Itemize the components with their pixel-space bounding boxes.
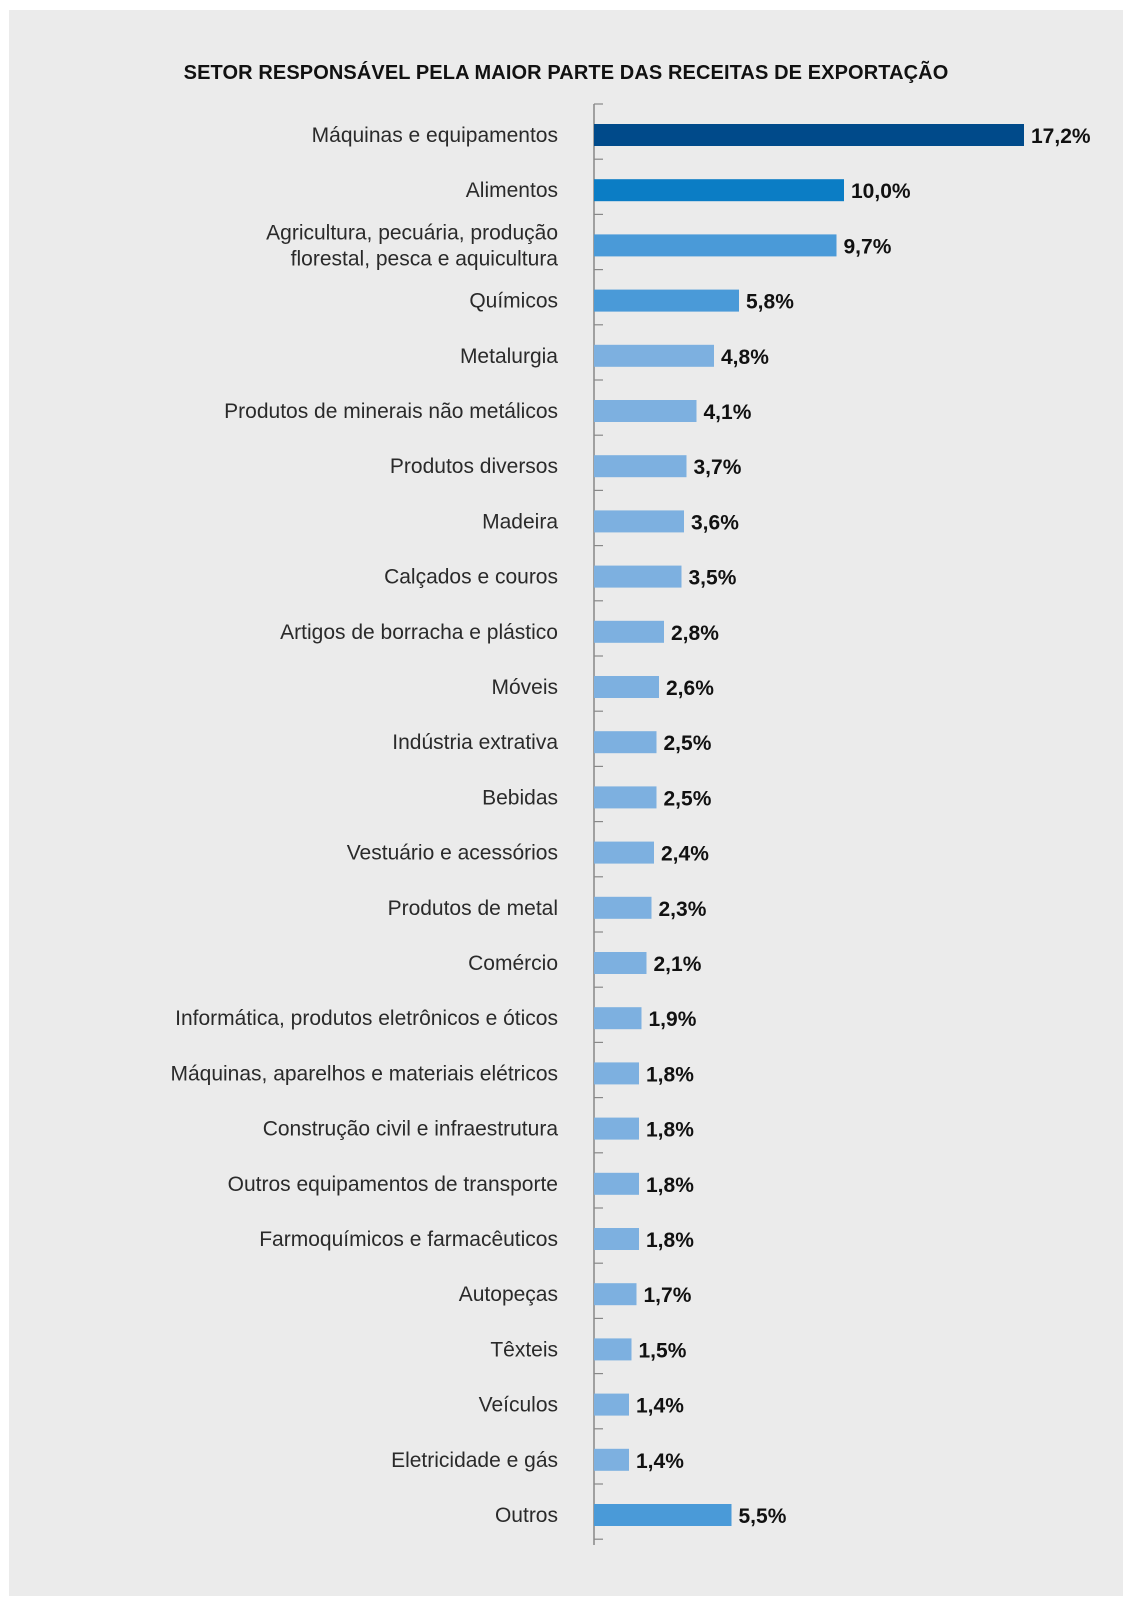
- bar-value-label: 1,4%: [636, 1395, 684, 1418]
- bar: [594, 1172, 639, 1195]
- bar-value-label: 2,5%: [664, 732, 712, 755]
- bar: [594, 1504, 732, 1526]
- bar-value-label: 1,8%: [646, 1174, 694, 1197]
- bar-value-label: 1,8%: [646, 1229, 694, 1252]
- bar-value-label: 1,7%: [644, 1284, 692, 1307]
- category-label: Calçados e couros: [384, 566, 558, 589]
- chart-title: SETOR RESPONSÁVEL PELA MAIOR PARTE DAS R…: [183, 62, 949, 84]
- chart-panel: [9, 10, 1123, 1596]
- bar-value-label: 17,2%: [1031, 125, 1091, 148]
- bar: [594, 234, 837, 257]
- bar: [594, 620, 664, 643]
- bar-value-label: 2,3%: [659, 898, 707, 921]
- bar-value-label: 1,8%: [646, 1063, 694, 1086]
- bar-value-label: 1,8%: [646, 1119, 694, 1142]
- bar-value-label: 2,6%: [666, 677, 714, 700]
- category-label: Máquinas e equipamentos: [312, 124, 558, 147]
- bar: [594, 510, 684, 533]
- category-label: Alimentos: [466, 179, 558, 202]
- bar-value-label: 1,9%: [649, 1008, 697, 1031]
- bar: [594, 344, 714, 367]
- bar: [594, 455, 687, 478]
- category-label: Têxteis: [490, 1338, 558, 1361]
- bar-value-label: 10,0%: [851, 180, 911, 203]
- bar: [594, 1117, 639, 1140]
- category-label: Bebidas: [482, 786, 558, 809]
- category-label: Eletricidade e gás: [391, 1449, 558, 1472]
- category-label: Comércio: [468, 952, 558, 975]
- bar-value-label: 3,6%: [691, 511, 739, 534]
- bar-value-label: 9,7%: [844, 235, 892, 258]
- bar: [594, 841, 654, 864]
- bar-value-label: 4,8%: [721, 346, 769, 369]
- bar-value-label: 5,8%: [746, 291, 794, 314]
- bar-value-label: 4,1%: [704, 401, 752, 424]
- category-label: Farmoquímicos e farmacêuticos: [259, 1228, 558, 1251]
- bar: [594, 400, 697, 422]
- bar: [594, 1007, 642, 1030]
- bar: [594, 952, 647, 974]
- category-label: Móveis: [491, 676, 558, 699]
- category-label: Indústria extrativa: [392, 731, 558, 754]
- category-label: Produtos de minerais não metálicos: [224, 400, 558, 423]
- bar-value-label: 1,4%: [636, 1450, 684, 1473]
- category-label: Outros: [495, 1504, 558, 1527]
- bar: [594, 565, 682, 588]
- bar: [594, 1228, 639, 1250]
- bar-value-label: 3,5%: [689, 567, 737, 590]
- category-label: Químicos: [469, 290, 558, 313]
- category-label: Vestuário e acessórios: [347, 842, 558, 865]
- category-label: florestal, pesca e aquicultura: [291, 247, 559, 270]
- category-label: Metalurgia: [460, 345, 558, 368]
- category-label: Veículos: [479, 1394, 558, 1417]
- category-label: Autopeças: [459, 1283, 558, 1306]
- category-label: Artigos de borracha e plástico: [280, 621, 558, 644]
- bar: [594, 896, 652, 919]
- bar-value-label: 5,5%: [739, 1505, 787, 1528]
- category-label: Informática, produtos eletrônicos e ótic…: [175, 1007, 558, 1030]
- bar: [594, 289, 739, 312]
- bar: [594, 179, 844, 202]
- bar: [594, 1283, 637, 1306]
- bar: [594, 1062, 639, 1085]
- bar: [594, 1393, 629, 1416]
- category-label: Construção civil e infraestrutura: [263, 1118, 559, 1141]
- bar-value-label: 2,5%: [664, 787, 712, 810]
- bar: [594, 676, 659, 698]
- category-label: Outros equipamentos de transporte: [228, 1173, 558, 1196]
- bar: [594, 731, 657, 754]
- bar-value-label: 1,5%: [639, 1339, 687, 1362]
- bar-value-label: 3,7%: [694, 456, 742, 479]
- category-label: Produtos de metal: [388, 897, 558, 920]
- bar: [594, 1448, 629, 1471]
- bar-value-label: 2,4%: [661, 843, 709, 866]
- bar: [594, 124, 1024, 146]
- bar-value-label: 2,8%: [671, 622, 719, 645]
- category-label: Agricultura, pecuária, produção: [266, 221, 558, 244]
- bar-value-label: 2,1%: [654, 953, 702, 976]
- bar: [594, 786, 657, 809]
- category-label: Produtos diversos: [390, 455, 558, 478]
- category-label: Madeira: [482, 510, 558, 533]
- bar: [594, 1338, 632, 1361]
- category-label: Máquinas, aparelhos e materiais elétrico…: [170, 1062, 558, 1085]
